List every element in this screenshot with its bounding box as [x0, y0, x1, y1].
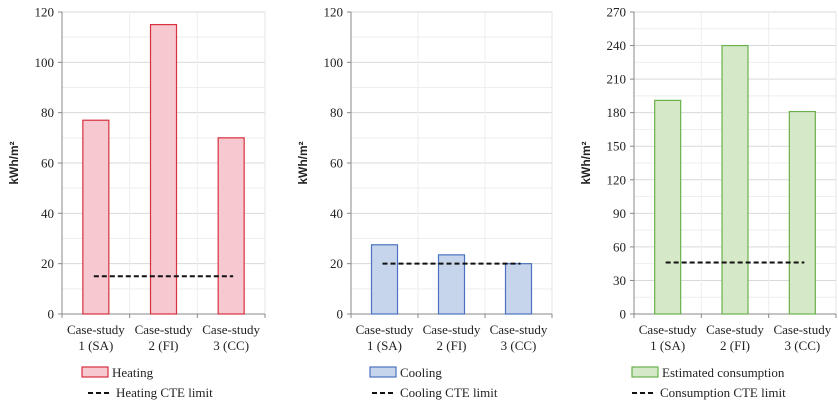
y-tick-label: 90	[613, 206, 626, 221]
y-tick-label: 60	[41, 156, 54, 171]
y-tick-label: 60	[330, 156, 343, 171]
y-axis-label: kWh/m²	[7, 141, 21, 184]
x-tick-label: Case-study	[490, 322, 548, 337]
y-tick-label: 150	[607, 139, 627, 154]
x-tick-label: 3 (CC)	[213, 338, 249, 353]
x-tick-label: Case-study	[639, 322, 697, 337]
y-tick-label: 240	[607, 38, 627, 53]
x-tick-label: Case-study	[67, 322, 125, 337]
x-tick-label: 3 (CC)	[784, 338, 820, 353]
x-tick-label: 1 (SA)	[367, 338, 402, 353]
bar	[788, 110, 816, 315]
legend-label: Cooling CTE limit	[400, 385, 498, 400]
y-tick-label: 0	[48, 307, 55, 322]
bar	[370, 244, 399, 315]
legend-label: Heating	[112, 365, 154, 380]
y-tick-label: 40	[330, 206, 343, 221]
y-tick-label: 100	[324, 55, 344, 70]
x-tick-label: Case-study	[356, 322, 414, 337]
bar	[437, 254, 466, 315]
bar	[654, 99, 682, 315]
y-tick-label: 30	[613, 273, 626, 288]
legend-swatch	[81, 366, 109, 378]
legend-label: Cooling	[400, 365, 442, 380]
x-tick-label: 1 (SA)	[650, 338, 685, 353]
legend-label: Consumption CTE limit	[660, 385, 786, 400]
y-tick-label: 120	[324, 5, 344, 20]
x-tick-label: Case-study	[135, 322, 193, 337]
y-tick-label: 80	[330, 105, 343, 120]
y-tick-label: 80	[41, 105, 54, 120]
y-tick-label: 100	[35, 55, 55, 70]
y-tick-label: 40	[41, 206, 54, 221]
bar	[217, 137, 245, 315]
y-tick-label: 0	[337, 307, 344, 322]
y-tick-label: 180	[607, 105, 627, 120]
y-tick-label: 120	[607, 172, 627, 187]
y-axis-label: kWh/m²	[579, 141, 593, 184]
y-axis-label: kWh/m²	[296, 141, 310, 184]
bar	[82, 119, 110, 315]
x-tick-label: Case-study	[202, 322, 260, 337]
y-tick-label: 0	[620, 307, 627, 322]
x-tick-label: 1 (SA)	[78, 338, 113, 353]
legend-swatch	[631, 366, 659, 378]
x-tick-label: 2 (FI)	[149, 338, 179, 353]
legend-swatch	[369, 366, 397, 378]
y-tick-label: 60	[613, 239, 626, 254]
y-tick-label: 270	[607, 5, 627, 20]
y-tick-label: 20	[41, 256, 54, 271]
bar	[721, 44, 749, 315]
bar	[149, 23, 178, 315]
legend-label: Estimated consumption	[662, 365, 785, 380]
x-tick-label: 2 (FI)	[437, 338, 467, 353]
bar	[504, 263, 533, 315]
y-tick-label: 20	[330, 256, 343, 271]
x-tick-label: 2 (FI)	[720, 338, 750, 353]
y-tick-label: 210	[607, 72, 627, 87]
x-tick-label: 3 (CC)	[501, 338, 537, 353]
x-tick-label: Case-study	[706, 322, 764, 337]
x-tick-label: Case-study	[423, 322, 481, 337]
y-tick-label: 120	[35, 5, 55, 20]
legend-label: Heating CTE limit	[116, 385, 213, 400]
x-tick-label: Case-study	[773, 322, 831, 337]
